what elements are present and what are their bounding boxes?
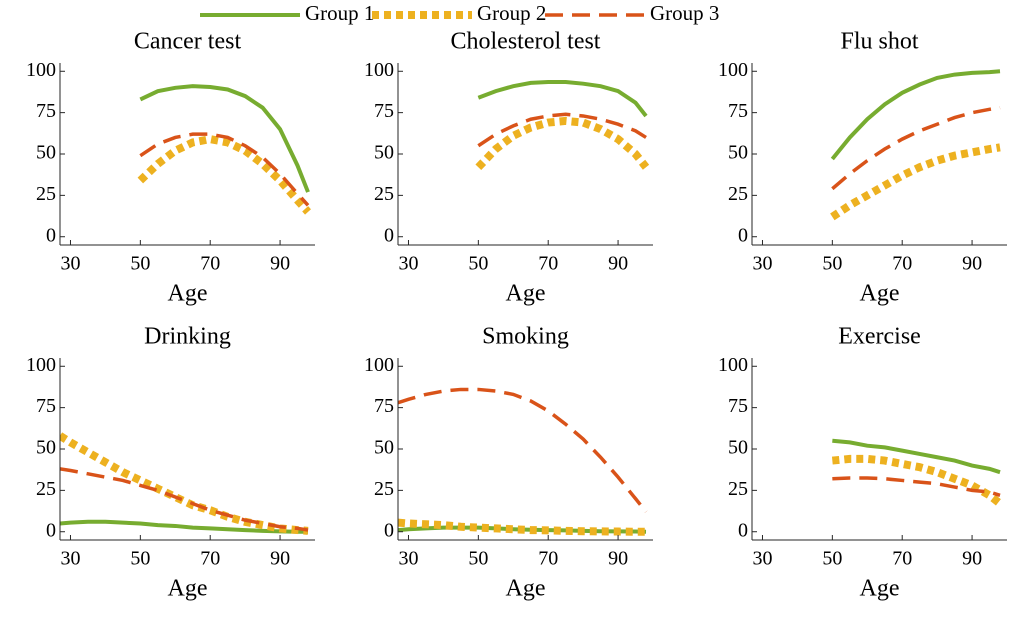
y-tick-label: 100 — [364, 59, 394, 81]
x-axis-label: Age — [168, 281, 208, 307]
y-tick-label: 50 — [374, 142, 394, 164]
x-tick-label: 90 — [608, 548, 628, 570]
x-tick-label: 70 — [538, 548, 558, 570]
series-line — [832, 476, 1001, 497]
subplot-title: Flu shot — [840, 29, 918, 55]
subplot-title: Exercise — [838, 324, 921, 350]
subplot: Exercise 0 25 50 75 100 30 50 70 90 Age — [718, 324, 1007, 602]
y-tick-label: 50 — [374, 437, 394, 459]
x-tick-label: 90 — [608, 253, 628, 275]
x-tick-label: 50 — [130, 253, 150, 275]
y-tick-label: 100 — [26, 59, 56, 81]
x-tick-label: 70 — [892, 253, 912, 275]
subplot: Cholesterol test 0 25 50 75 100 30 50 70 90 Age — [364, 29, 653, 307]
subplot: Cancer test 0 25 50 75 100 30 50 70 90 Age — [26, 29, 315, 307]
x-tick-label: 30 — [398, 253, 418, 275]
x-axis-label: Age — [168, 576, 208, 602]
legend-label: Group 2 — [477, 1, 546, 25]
x-tick-label: 70 — [200, 548, 220, 570]
x-tick-label: 50 — [822, 548, 842, 570]
series-line — [60, 467, 309, 532]
y-tick-label: 0 — [738, 224, 748, 246]
series-line — [831, 105, 1001, 191]
series-line — [60, 519, 309, 534]
y-tick-label: 0 — [384, 224, 394, 246]
series-line — [475, 116, 650, 171]
y-tick-label: 25 — [36, 478, 56, 500]
series-line — [831, 454, 1003, 507]
x-axis-label: Age — [506, 576, 546, 602]
series-line — [137, 135, 311, 215]
y-tick-label: 0 — [738, 519, 748, 541]
x-tick-label: 50 — [822, 253, 842, 275]
series-line — [60, 432, 309, 535]
series-line — [830, 69, 1001, 161]
y-tick-label: 100 — [718, 59, 748, 81]
series-line — [477, 112, 647, 148]
x-tick-label: 30 — [752, 548, 772, 570]
x-axis-label: Age — [860, 576, 900, 602]
y-tick-label: 0 — [46, 224, 56, 246]
x-axis-label: Age — [506, 281, 546, 307]
y-tick-label: 25 — [374, 478, 394, 500]
x-tick-label: 50 — [468, 548, 488, 570]
series-line — [477, 80, 648, 118]
subplot: Flu shot 0 25 50 75 100 30 50 70 90 Age — [718, 29, 1007, 307]
x-tick-label: 70 — [200, 253, 220, 275]
x-tick-label: 30 — [60, 548, 80, 570]
y-tick-label: 75 — [728, 395, 748, 417]
y-tick-label: 50 — [36, 437, 56, 459]
series-line — [398, 387, 648, 513]
y-tick-label: 0 — [384, 519, 394, 541]
y-tick-label: 100 — [364, 354, 394, 376]
x-tick-label: 70 — [892, 548, 912, 570]
x-axis-label: Age — [860, 281, 900, 307]
series-line — [139, 132, 310, 207]
y-tick-label: 25 — [374, 183, 394, 205]
subplot: Smoking 0 25 50 75 100 30 50 70 90 Age — [364, 324, 653, 602]
y-tick-label: 0 — [46, 519, 56, 541]
x-tick-label: 50 — [130, 548, 150, 570]
y-tick-label: 25 — [728, 183, 748, 205]
subplot-title: Smoking — [482, 324, 569, 350]
legend-label: Group 1 — [305, 1, 374, 25]
y-tick-label: 25 — [36, 183, 56, 205]
subplot-title: Cholesterol test — [451, 29, 601, 55]
x-tick-label: 90 — [270, 253, 290, 275]
x-tick-label: 30 — [752, 253, 772, 275]
y-tick-label: 75 — [36, 100, 56, 122]
y-tick-label: 25 — [728, 478, 748, 500]
series-line — [830, 143, 1001, 221]
y-tick-label: 50 — [728, 437, 748, 459]
series-line — [139, 84, 310, 193]
x-tick-label: 90 — [270, 548, 290, 570]
x-tick-label: 70 — [538, 253, 558, 275]
y-tick-label: 50 — [728, 142, 748, 164]
series-line — [398, 518, 647, 536]
y-tick-label: 75 — [374, 100, 394, 122]
series-line — [832, 438, 1001, 475]
legend-label: Group 3 — [650, 1, 719, 25]
subplot-title: Drinking — [144, 324, 231, 350]
x-tick-label: 90 — [962, 548, 982, 570]
y-tick-label: 75 — [36, 395, 56, 417]
x-tick-label: 30 — [60, 253, 80, 275]
y-tick-label: 75 — [374, 395, 394, 417]
x-tick-label: 30 — [398, 548, 418, 570]
x-tick-label: 90 — [962, 253, 982, 275]
x-tick-label: 50 — [468, 253, 488, 275]
subplot-title: Cancer test — [134, 29, 242, 55]
y-tick-label: 100 — [718, 354, 748, 376]
y-tick-label: 100 — [26, 354, 56, 376]
subplot: Drinking 0 25 50 75 100 30 50 70 90 Age — [26, 324, 315, 602]
y-tick-label: 75 — [728, 100, 748, 122]
y-tick-label: 50 — [36, 142, 56, 164]
